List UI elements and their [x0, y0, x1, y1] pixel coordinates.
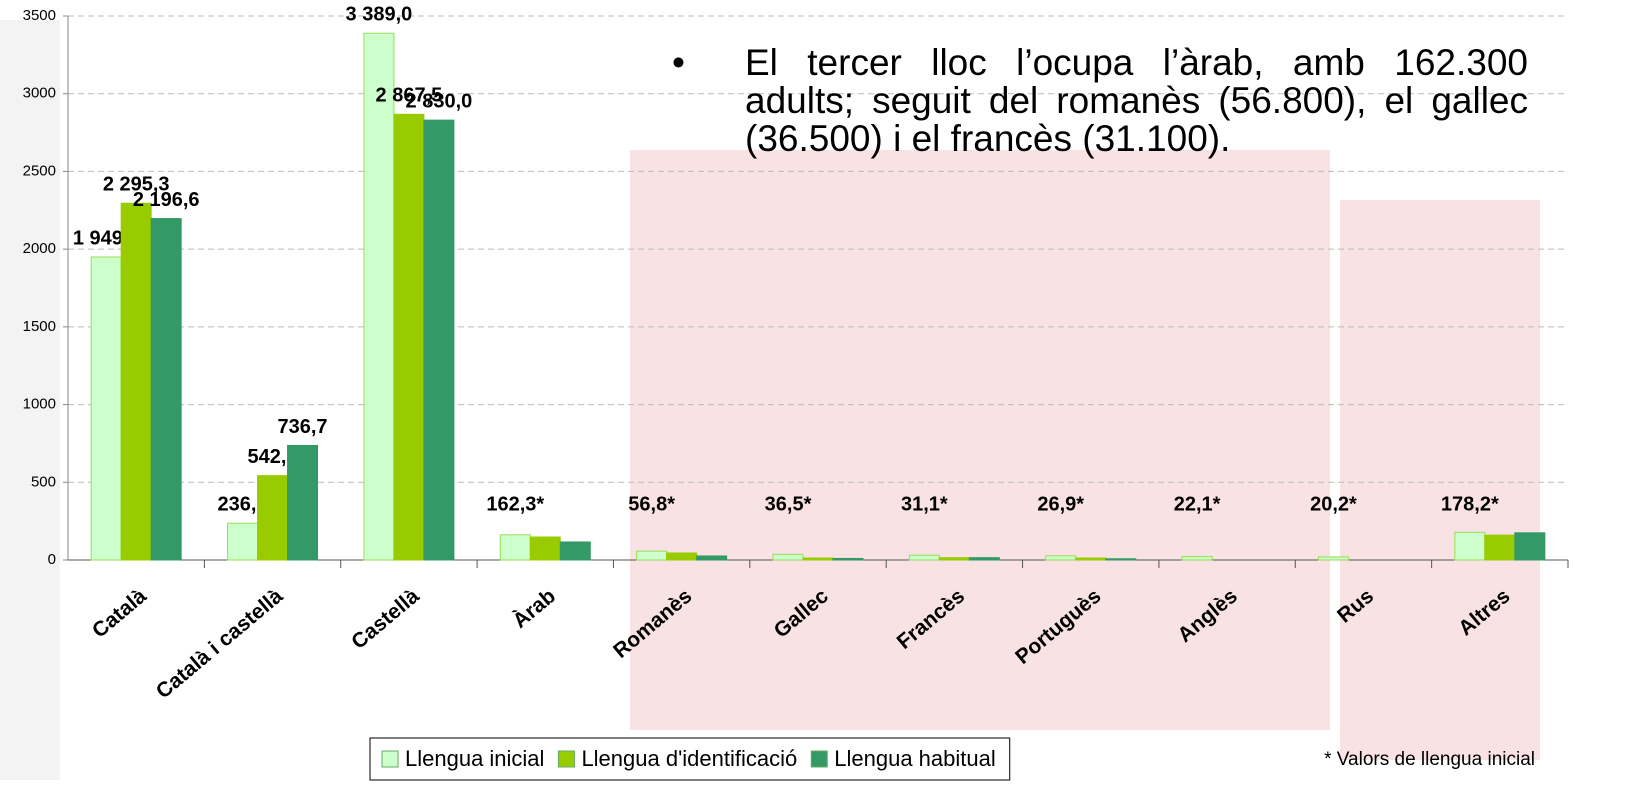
legend-label: Llengua d'identificació: [581, 746, 797, 771]
x-tick-label: Castellà: [347, 584, 424, 654]
data-label: 22,1*: [1174, 493, 1221, 515]
x-tick-label: Català: [88, 584, 151, 642]
bar: [1181, 556, 1213, 561]
bar: [1075, 557, 1107, 561]
data-label: 20,2*: [1310, 493, 1357, 515]
legend-box: [369, 737, 1011, 781]
data-label: 2 196,6: [133, 189, 200, 211]
y-tick-label: 0: [48, 551, 56, 568]
bar: [636, 550, 668, 561]
data-label: 36,5*: [765, 493, 812, 515]
y-tick-label: 1500: [23, 318, 56, 335]
bar: [529, 536, 561, 561]
footnote: * Valors de llengua inicial: [1324, 749, 1535, 770]
data-label: 178,2*: [1441, 493, 1499, 515]
bar: [423, 119, 455, 561]
bar: [832, 557, 864, 561]
bar: [393, 113, 425, 561]
bar: [1514, 532, 1546, 561]
bar: [227, 522, 259, 561]
bar: [1484, 534, 1516, 561]
data-label: 2 830,0: [406, 90, 473, 112]
legend-swatch: [381, 750, 399, 768]
data-label: 236,5: [218, 493, 268, 515]
data-label: 31,1*: [901, 493, 948, 515]
bar: [802, 557, 834, 561]
bar: [287, 444, 319, 561]
legend-label: Llengua inicial: [405, 746, 544, 771]
bar: [90, 256, 122, 561]
data-label: 736,7: [278, 416, 328, 438]
data-label: 2 867,5: [376, 85, 443, 107]
y-tick-label: 3500: [23, 7, 56, 24]
bar: [666, 552, 698, 561]
bar: [908, 554, 940, 561]
bar: [938, 557, 970, 561]
y-tick-label: 3000: [23, 85, 56, 102]
y-tick-label: 2000: [23, 240, 56, 257]
bar: [1454, 531, 1486, 561]
data-label: 56,8*: [628, 493, 675, 515]
data-label: 26,9*: [1037, 493, 1084, 515]
data-label: 162,3*: [486, 493, 544, 515]
bar: [772, 553, 804, 561]
data-label: 3 389,0: [346, 4, 413, 26]
bar: [499, 534, 531, 561]
x-tick-label: Àrab: [509, 584, 560, 632]
x-tick-label: Català i castellà: [152, 584, 288, 703]
legend-swatch: [557, 750, 575, 768]
legend-label: Llengua habitual: [834, 746, 995, 771]
bar: [1105, 558, 1137, 561]
bar: [1045, 555, 1077, 561]
legend-swatch: [810, 750, 828, 768]
bar: [559, 541, 591, 561]
y-tick-label: 1000: [23, 396, 56, 413]
data-label: 2 295,3: [103, 174, 170, 196]
annotation: El tercer lloc l’ocupa l’àrab, amb 162.3…: [745, 42, 1528, 159]
bar: [150, 218, 182, 561]
bar: [696, 555, 728, 561]
bar: [257, 475, 289, 561]
y-tick-label: 500: [31, 473, 56, 490]
y-tick-label: 2500: [23, 162, 56, 179]
bar: [968, 557, 1000, 561]
watermark: [0, 20, 1540, 780]
legend: Llengua inicial Llengua d'identificació Ll…: [369, 737, 1011, 781]
bar: [363, 32, 395, 561]
bullet: •: [672, 42, 685, 83]
bar: [120, 202, 152, 561]
bar: [1317, 556, 1349, 561]
data-label: 542,8: [248, 446, 298, 468]
